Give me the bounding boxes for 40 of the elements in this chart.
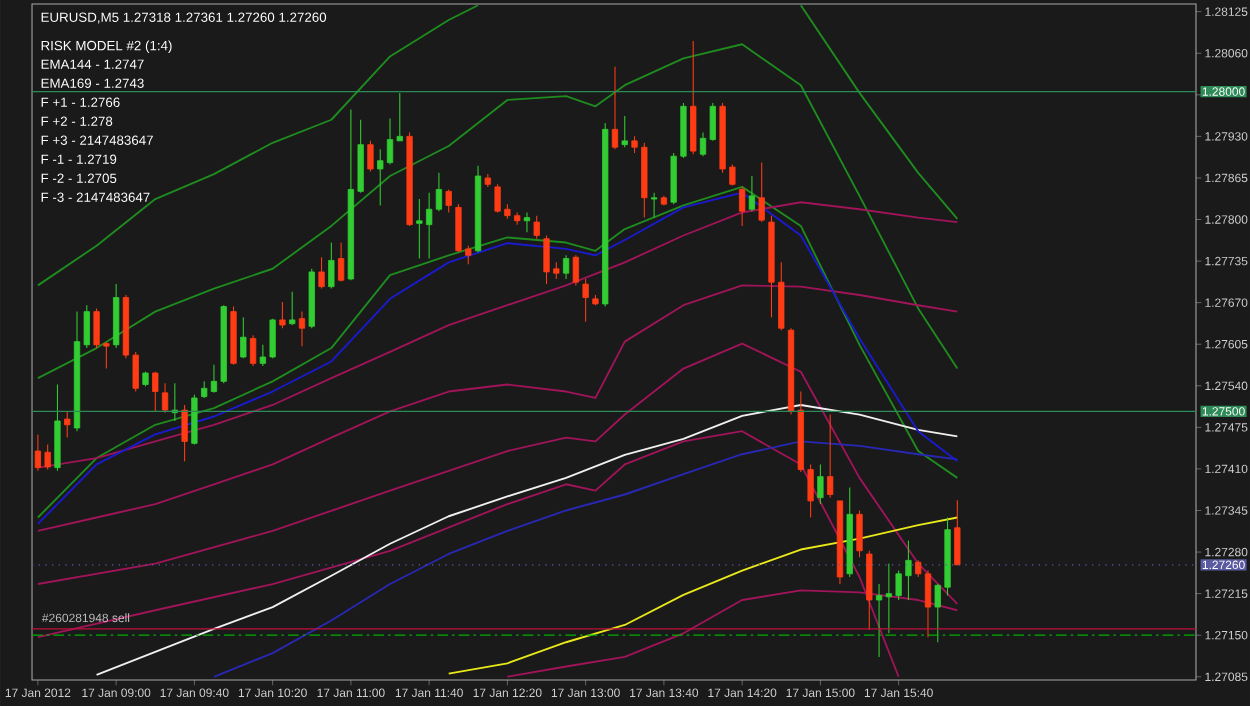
candlestick bbox=[367, 140, 374, 173]
candlestick bbox=[650, 192, 658, 219]
candlestick bbox=[64, 410, 71, 439]
candlestick bbox=[54, 383, 61, 472]
line-series bbox=[36, 284, 959, 532]
candlestick bbox=[171, 382, 178, 422]
candlestick bbox=[191, 394, 198, 446]
candlestick bbox=[181, 404, 188, 462]
candlestick bbox=[289, 291, 296, 326]
candlestick bbox=[739, 186, 746, 227]
candlestick bbox=[582, 278, 589, 323]
candlestick bbox=[318, 256, 325, 290]
candlestick bbox=[337, 241, 345, 283]
candlestick bbox=[954, 499, 961, 566]
candlestick bbox=[240, 316, 247, 359]
candlestick bbox=[445, 188, 452, 214]
candlestick bbox=[328, 241, 335, 290]
candlestick bbox=[161, 382, 169, 414]
candlestick bbox=[533, 215, 540, 240]
candlestick bbox=[523, 211, 531, 233]
candlestick bbox=[572, 254, 579, 286]
candlestick bbox=[621, 115, 628, 148]
candlestick bbox=[113, 283, 120, 349]
line-series bbox=[36, 43, 959, 380]
candlestick bbox=[856, 509, 863, 558]
candlestick bbox=[748, 175, 756, 212]
candlestick bbox=[611, 66, 619, 150]
candlestick bbox=[152, 371, 159, 412]
candlestick bbox=[866, 550, 873, 631]
candlestick bbox=[817, 463, 824, 505]
candlestick bbox=[298, 311, 306, 347]
candlestick bbox=[249, 334, 257, 367]
candlestick bbox=[758, 162, 765, 223]
candlestick bbox=[827, 414, 834, 499]
candlestick bbox=[690, 40, 697, 155]
candlestick bbox=[562, 254, 570, 280]
candlestick bbox=[279, 301, 286, 329]
line-series bbox=[36, 342, 959, 605]
line-series bbox=[213, 440, 959, 678]
line-series bbox=[447, 516, 959, 675]
